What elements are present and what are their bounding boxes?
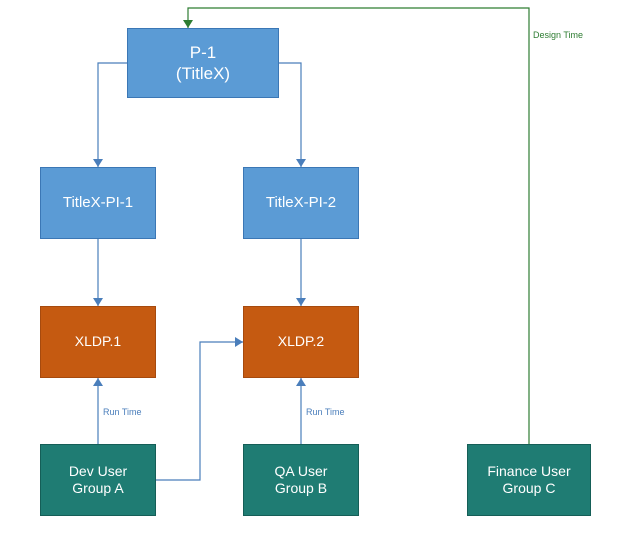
node-fin: Finance User Group C [467, 444, 591, 516]
edge-dev_xldp2 [156, 342, 243, 480]
node-pi2: TitleX-PI-2 [243, 167, 359, 239]
edge-label-run_time_1: Run Time [103, 407, 142, 417]
edge-label-run_time_2: Run Time [306, 407, 345, 417]
node-pi1: TitleX-PI-1 [40, 167, 156, 239]
arrowhead-qa_xldp2 [296, 378, 306, 386]
edge-label-design_time: Design Time [533, 30, 583, 40]
edge-p1_pi2 [279, 63, 301, 167]
edge-p1_pi1 [98, 63, 127, 167]
node-dev: Dev User Group A [40, 444, 156, 516]
arrowhead-dev_xldp2 [235, 337, 243, 347]
arrowhead-pi2_xldp2 [296, 298, 306, 306]
arrowhead-fin_p1 [183, 20, 193, 28]
arrowhead-pi1_xldp1 [93, 298, 103, 306]
node-p1: P-1 (TitleX) [127, 28, 279, 98]
node-xldp2: XLDP.2 [243, 306, 359, 378]
node-qa: QA User Group B [243, 444, 359, 516]
node-xldp1: XLDP.1 [40, 306, 156, 378]
arrowhead-dev_xldp1 [93, 378, 103, 386]
arrowhead-p1_pi2 [296, 159, 306, 167]
arrowhead-p1_pi1 [93, 159, 103, 167]
